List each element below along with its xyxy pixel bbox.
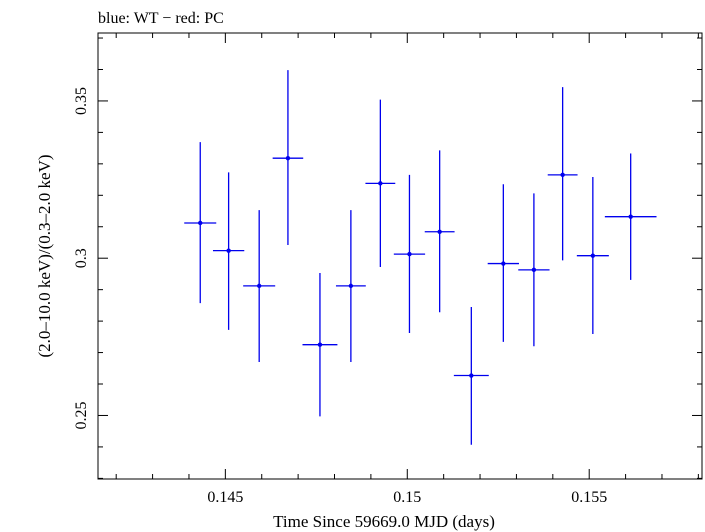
data-point xyxy=(198,220,203,226)
data-point xyxy=(285,155,291,161)
data-point xyxy=(226,248,231,253)
x-tick-label: 0.145 xyxy=(207,489,243,506)
data-point xyxy=(590,253,596,258)
x-tick-label: 0.155 xyxy=(571,489,607,506)
data-point xyxy=(407,251,412,257)
data-point xyxy=(628,214,633,219)
data-point xyxy=(348,283,354,289)
data-point xyxy=(256,283,262,289)
data-marks xyxy=(184,70,657,445)
chart-title: blue: WT − red: PC xyxy=(98,10,224,27)
y-tick-label: 0.25 xyxy=(73,401,90,429)
y-tick-label: 0.35 xyxy=(73,87,90,115)
data-point xyxy=(531,267,537,273)
x-axis-label: Time Since 59669.0 MJD (days) xyxy=(273,512,495,531)
plot-area xyxy=(97,32,703,480)
data-point xyxy=(469,373,474,378)
y-axis-label: (2.0–10.0 keV)/(0.3–2.0 keV) xyxy=(35,154,54,357)
axis-ticks xyxy=(98,33,702,479)
y-tick-label: 0.3 xyxy=(73,248,90,268)
data-point xyxy=(317,342,323,347)
data-point xyxy=(501,261,506,266)
axis-tick-labels: 0.145 0.15 0.155 0.25 0.3 0.35 xyxy=(73,87,607,506)
data-point xyxy=(378,181,383,186)
data-point xyxy=(560,172,565,178)
data-point xyxy=(437,229,442,234)
x-tick-label: 0.15 xyxy=(393,489,421,506)
